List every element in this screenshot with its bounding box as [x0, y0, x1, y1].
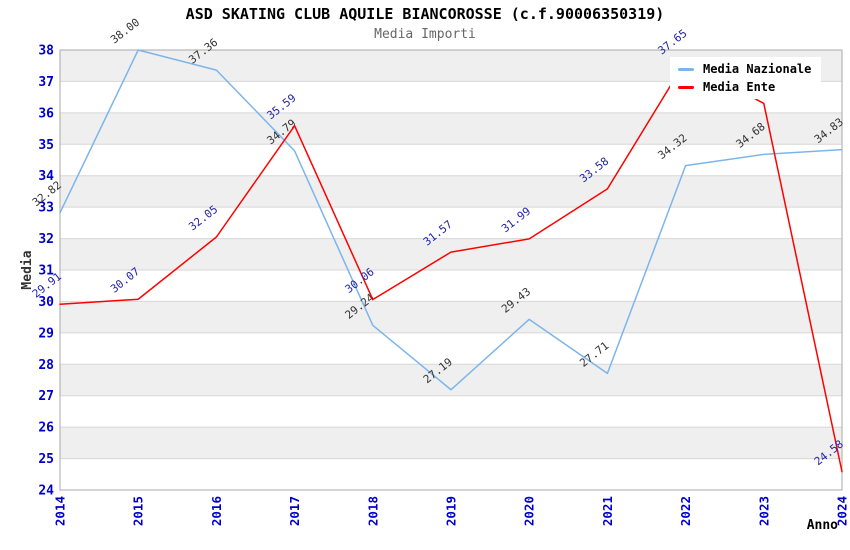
- x-tick-label: 2015: [131, 496, 146, 526]
- chart-subtitle: Media Importi: [374, 27, 476, 42]
- y-tick-label: 38: [38, 44, 54, 59]
- grid-band: [60, 238, 842, 270]
- y-tick-label: 26: [38, 421, 54, 436]
- chart-title: ASD SKATING CLUB AQUILE BIANCOROSSE (c.f…: [185, 5, 665, 23]
- y-tick-label: 30: [38, 295, 54, 310]
- x-tick-label: 2014: [53, 496, 68, 526]
- plot-border: [59, 49, 843, 491]
- y-tick-label: 37: [38, 75, 54, 90]
- y-tick-label: 28: [38, 358, 54, 373]
- y-tick-label: 31: [38, 264, 54, 279]
- x-tick-label: 2017: [287, 496, 302, 526]
- grid-band: [60, 175, 842, 208]
- legend-marker-icon: [678, 67, 694, 71]
- y-tick-label: 25: [38, 452, 54, 467]
- x-tick-label: 2018: [365, 496, 380, 526]
- legend-item-media-nazionale: Media Nazionale: [678, 60, 811, 78]
- x-tick-label: 2016: [209, 496, 224, 526]
- grid-band: [60, 112, 842, 145]
- grid-band: [60, 144, 842, 176]
- y-axis-title: Media: [20, 250, 35, 290]
- x-tick-label: 2021: [600, 496, 615, 526]
- grid-band: [60, 301, 842, 333]
- legend-item-media-ente: Media Ente: [678, 78, 811, 96]
- x-axis-title: Anno: [806, 518, 838, 533]
- x-tick-label: 2023: [756, 496, 771, 526]
- y-tick-label: 24: [38, 484, 54, 499]
- y-tick-label: 33: [38, 201, 54, 216]
- y-tick-label: 27: [38, 389, 54, 404]
- grid-band: [60, 332, 842, 365]
- x-tick-label: 2019: [444, 496, 459, 526]
- grid-band: [60, 427, 842, 459]
- legend-marker-icon: [678, 85, 694, 89]
- y-tick-label: 34: [38, 169, 54, 184]
- y-tick-label: 35: [38, 138, 54, 153]
- legend-label: Media Nazionale: [703, 62, 812, 76]
- x-tick-label: 2024: [835, 496, 850, 526]
- grid-band: [60, 270, 842, 302]
- y-tick-label: 36: [38, 106, 54, 121]
- x-tick-label: 2022: [678, 496, 693, 526]
- y-tick-label: 29: [38, 326, 54, 341]
- y-tick-label: 32: [38, 232, 54, 247]
- grid-band: [60, 207, 842, 239]
- legend: Media Nazionale Media Ente: [670, 57, 822, 99]
- grid-band: [60, 395, 842, 428]
- legend-label: Media Ente: [703, 80, 776, 94]
- grid-band: [60, 364, 842, 396]
- grid-band: [60, 458, 842, 490]
- series-line-media-nazionale: [59, 49, 843, 391]
- x-tick-label: 2020: [522, 496, 537, 526]
